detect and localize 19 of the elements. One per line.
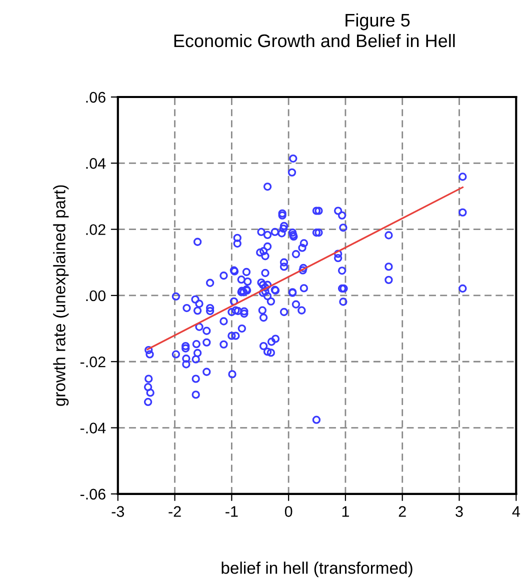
x-tick-label: -3 [112, 506, 124, 517]
x-tick-label: 1 [342, 506, 349, 517]
y-tick-label: -.02 [80, 356, 106, 368]
x-tick-label: 3 [456, 506, 463, 517]
x-axis-title: belief in hell (transformed) [222, 562, 412, 578]
y-axis-title: growth rate (unexplained part) [53, 185, 69, 406]
y-tick-label: .04 [86, 158, 106, 169]
x-tick-label: -1 [226, 506, 238, 517]
x-tick-label: -2 [168, 506, 181, 517]
y-tick-label: -.04 [80, 422, 106, 434]
x-tick-label: 4 [512, 506, 520, 517]
x-tick-label: 0 [284, 506, 292, 517]
y-tick-label: -.06 [80, 488, 106, 500]
x-tick-label: 2 [398, 506, 406, 517]
chart-title: Figure 5 [346, 13, 410, 30]
chart-subtitle: Economic Growth and Belief in Hell [174, 34, 455, 48]
y-tick-label: .06 [86, 92, 106, 103]
y-tick-label: .00 [86, 290, 106, 302]
y-tick-label: .02 [86, 224, 106, 236]
